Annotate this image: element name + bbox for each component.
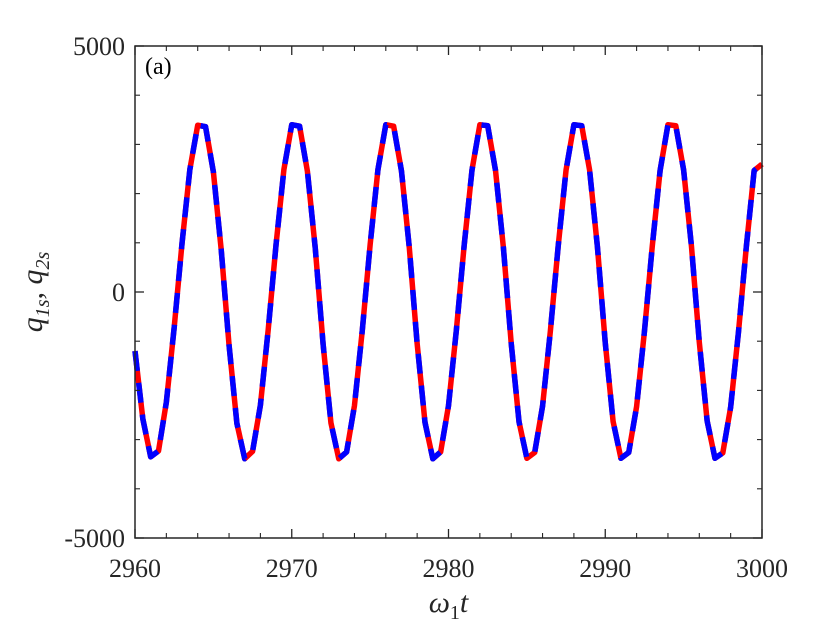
x-axis-title: ω1t xyxy=(429,586,469,624)
x-tick-label: 2960 xyxy=(109,554,161,583)
x-tick-label: 2990 xyxy=(579,554,631,583)
y-tick-label: 5000 xyxy=(73,32,125,61)
x-tick-label: 3000 xyxy=(736,554,788,583)
y-tick-label: 0 xyxy=(112,278,125,307)
series-line-2 xyxy=(132,121,764,462)
y-axis-title: q1s, q2s xyxy=(16,252,54,333)
ticks-layer: 2960 2970 2980 2990 3000 -5000 0 5000 xyxy=(64,32,788,583)
panel-label: (a) xyxy=(145,54,172,80)
x-tick-label: 2980 xyxy=(423,554,475,583)
y-tick-label: -5000 xyxy=(64,524,125,553)
series-layer xyxy=(132,121,764,462)
x-tick-label: 2970 xyxy=(266,554,318,583)
